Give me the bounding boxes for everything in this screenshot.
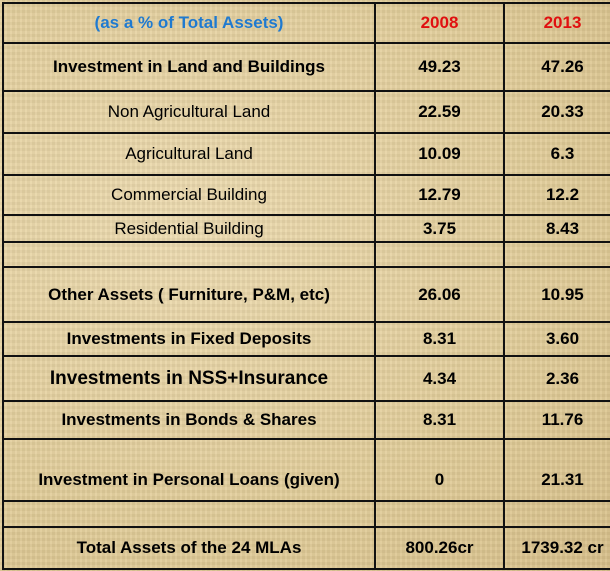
row-value-2008: 4.34 — [374, 355, 505, 402]
row-value-2013: 10.95 — [503, 266, 610, 323]
row-value-2008: 49.23 — [374, 42, 505, 92]
total-row: Total Assets of the 24 MLAs 800.26cr 173… — [2, 526, 610, 570]
row-label: Other Assets ( Furniture, P&M, etc) — [2, 266, 376, 323]
table-row: Commercial Building 12.79 12.2 — [2, 174, 610, 216]
header-year-2008: 2008 — [374, 2, 505, 44]
row-value-2008: 0 — [374, 438, 505, 502]
total-label: Total Assets of the 24 MLAs — [2, 526, 376, 570]
row-value-2013 — [503, 241, 610, 268]
table-row: Investments in NSS+Insurance 4.34 2.36 — [2, 355, 610, 402]
row-label: Investment in Land and Buildings — [2, 42, 376, 92]
row-label — [2, 241, 376, 268]
row-label — [2, 500, 376, 528]
row-label: Residential Building — [2, 214, 376, 243]
table-row: Investments in Fixed Deposits 8.31 3.60 — [2, 321, 610, 357]
row-label: Investments in Fixed Deposits — [2, 321, 376, 357]
row-value-2013: 21.31 — [503, 438, 610, 502]
row-value-2013: 47.26 — [503, 42, 610, 92]
row-value-2013: 20.33 — [503, 90, 610, 134]
row-value-2008 — [374, 241, 505, 268]
table-row: Investments in Bonds & Shares 8.31 11.76 — [2, 400, 610, 440]
row-value-2013: 8.43 — [503, 214, 610, 243]
row-value-2008: 10.09 — [374, 132, 505, 176]
table-row-spacer — [2, 500, 610, 528]
header-row: (as a % of Total Assets) 2008 2013 — [2, 2, 610, 44]
row-value-2008: 26.06 — [374, 266, 505, 323]
row-value-2008: 3.75 — [374, 214, 505, 243]
table-row: Other Assets ( Furniture, P&M, etc) 26.0… — [2, 266, 610, 323]
table-row: Non Agricultural Land 22.59 20.33 — [2, 90, 610, 134]
row-label: Investments in NSS+Insurance — [2, 355, 376, 402]
row-label: Agricultural Land — [2, 132, 376, 176]
row-value-2013: 2.36 — [503, 355, 610, 402]
header-label: (as a % of Total Assets) — [2, 2, 376, 44]
row-value-2013: 11.76 — [503, 400, 610, 440]
row-value-2008: 12.79 — [374, 174, 505, 216]
total-value-2008: 800.26cr — [374, 526, 505, 570]
row-value-2013: 12.2 — [503, 174, 610, 216]
row-label: Investments in Bonds & Shares — [2, 400, 376, 440]
header-year-2013: 2013 — [503, 2, 610, 44]
row-value-2008: 8.31 — [374, 321, 505, 357]
table-row: Agricultural Land 10.09 6.3 — [2, 132, 610, 176]
total-value-2013: 1739.32 cr — [503, 526, 610, 570]
row-value-2008 — [374, 500, 505, 528]
table-row: Investment in Land and Buildings 49.23 4… — [2, 42, 610, 92]
row-value-2013 — [503, 500, 610, 528]
row-label: Non Agricultural Land — [2, 90, 376, 134]
row-label: Investment in Personal Loans (given) — [2, 438, 376, 502]
table-row-spacer — [2, 241, 610, 268]
row-value-2013: 6.3 — [503, 132, 610, 176]
row-label: Commercial Building — [2, 174, 376, 216]
row-value-2008: 8.31 — [374, 400, 505, 440]
row-value-2013: 3.60 — [503, 321, 610, 357]
table-row: Residential Building 3.75 8.43 — [2, 214, 610, 243]
row-value-2008: 22.59 — [374, 90, 505, 134]
table-row: Investment in Personal Loans (given) 0 2… — [2, 438, 610, 502]
